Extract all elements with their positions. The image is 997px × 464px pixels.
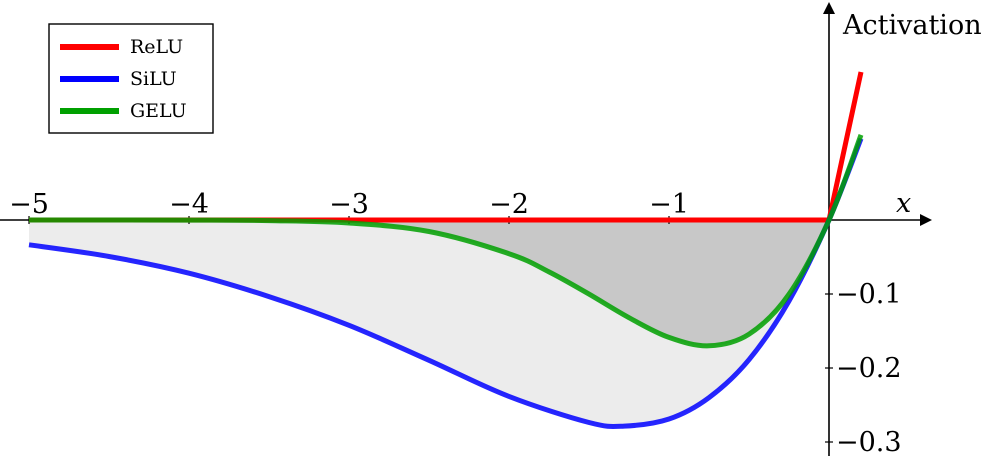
y-axis-title: Activation (842, 10, 982, 41)
axis-labels: x Activation (842, 10, 982, 219)
y-tick-label: −0.1 (836, 279, 902, 310)
series-lines (28, 71, 864, 430)
x-tick-label: −5 (9, 189, 49, 220)
y-axis-arrow (823, 2, 835, 14)
x-tick-label: −4 (169, 189, 209, 220)
x-tick-label: −3 (329, 189, 369, 220)
legend-item-silu: SiLU (60, 68, 177, 90)
series-line-silu (28, 137, 864, 430)
legend-item-relu: ReLU (60, 36, 183, 58)
gelu-fill-area (29, 220, 829, 346)
legend-item-gelu: GELU (60, 100, 187, 122)
legend: ReLU SiLU GELU (48, 23, 214, 134)
fill-areas (29, 220, 829, 427)
legend-label-relu: ReLU (130, 36, 183, 58)
legend-label-silu: SiLU (130, 68, 177, 90)
x-axis-title: x (896, 188, 911, 219)
ticks: −5 −4 −3 −2 −1 −0.1 −0.2 −0.3 (9, 189, 901, 458)
x-tick-label: −1 (649, 189, 689, 220)
x-axis-arrow (920, 214, 932, 226)
x-tick-label: −2 (489, 189, 529, 220)
y-tick-label: −0.2 (836, 353, 902, 384)
y-tick-label: −0.3 (836, 427, 902, 458)
legend-box (48, 23, 214, 134)
series-line-gelu (28, 134, 864, 349)
legend-label-gelu: GELU (130, 100, 187, 122)
